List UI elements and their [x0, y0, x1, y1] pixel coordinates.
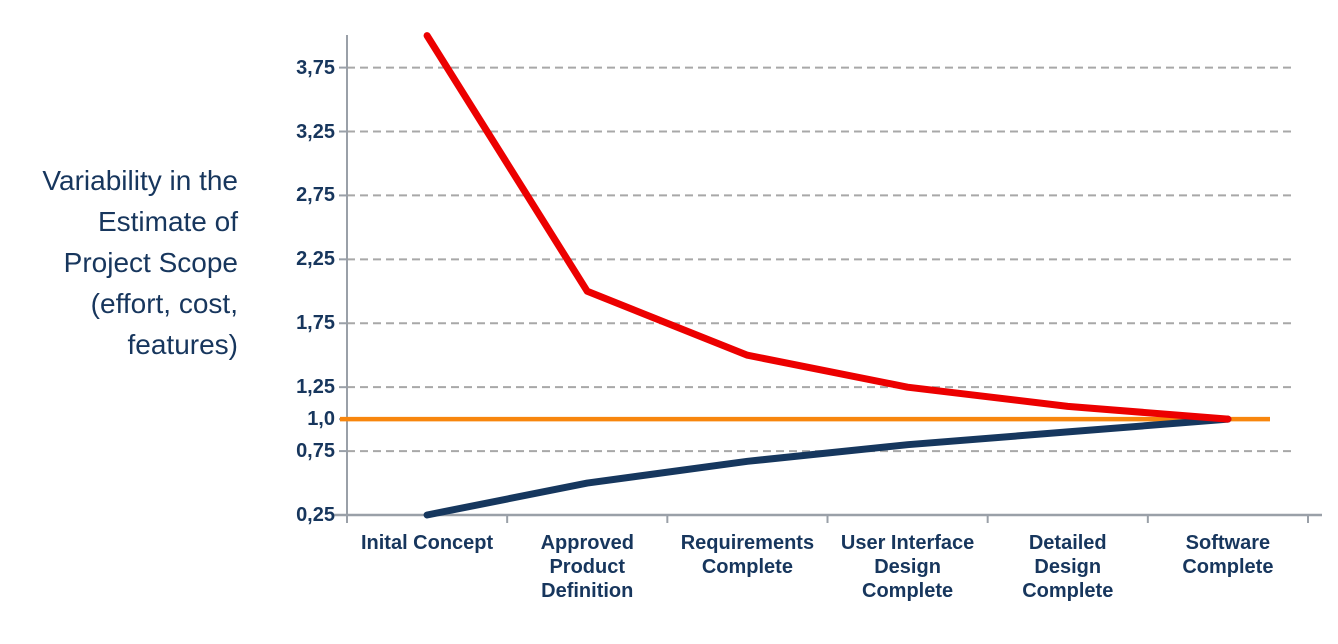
y-tick-label: 1,25 [296, 376, 335, 399]
x-category-label-line: Design [1034, 556, 1102, 578]
series-lower-estimate [423, 415, 1232, 519]
y-tick-label: 1,75 [296, 312, 335, 335]
y-axis-title-line: Project Scope [63, 247, 238, 278]
y-tick-label: 1,0 [307, 408, 335, 431]
x-category-label-line: Detailed [1028, 532, 1107, 554]
x-category-label-line: User Interface [840, 532, 975, 554]
x-category-label-line: Approved [540, 532, 634, 554]
x-category-label: Detailed Design Complete [986, 531, 1150, 603]
y-tick-label: 0,75 [296, 440, 335, 463]
y-axis-title-line: Estimate of [97, 206, 238, 237]
y-tick-label: 3,75 [296, 56, 335, 79]
y-tick-label: 0,25 [296, 504, 335, 526]
x-category-label-line: Complete [1182, 556, 1274, 578]
x-category-label-line: Inital Concept [360, 532, 494, 554]
x-category-label-line: Design [874, 556, 941, 578]
x-category-label-line: Software [1185, 532, 1271, 554]
x-category-label: Inital Concept [345, 531, 509, 555]
x-category-label: User Interface Design Complete [826, 531, 990, 603]
x-category-label-line: Complete [862, 580, 954, 602]
y-axis-title: Variability in the Estimate of Project Sco… [6, 160, 238, 365]
y-axis-title-line: (effort, cost, [90, 288, 238, 319]
x-category-label-line: Complete [701, 556, 793, 578]
y-tick-label: 3,25 [296, 120, 335, 143]
x-category-label-line: Definition [541, 580, 634, 602]
x-category-label: Requirements Complete [665, 531, 829, 579]
y-tick-label: 2,75 [296, 184, 335, 207]
y-axis-title-line: Variability in the [42, 165, 238, 196]
y-tick-label: 2,25 [296, 248, 335, 271]
x-category-label: Software Complete [1146, 531, 1310, 579]
series-upper-estimate [423, 32, 1232, 423]
x-category-label-line: Complete [1022, 580, 1114, 602]
y-axis-title-line: features) [127, 329, 239, 360]
x-category-label: Approved Product Definition [505, 531, 669, 603]
x-category-label-line: Product [549, 556, 626, 578]
x-category-label-line: Requirements [680, 532, 815, 554]
